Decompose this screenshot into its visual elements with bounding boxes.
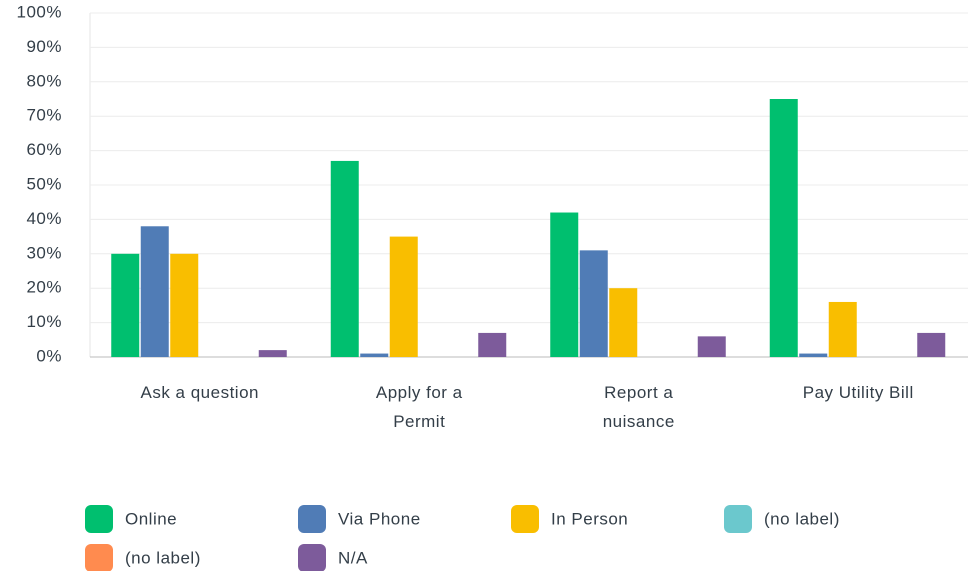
legend-label: (no label) (764, 509, 840, 528)
bar (140, 226, 169, 357)
legend-swatch (298, 505, 326, 533)
bar (389, 236, 418, 357)
y-tick-label: 30% (26, 243, 62, 262)
bar (360, 353, 389, 357)
legend-swatch (724, 505, 752, 533)
bar (330, 160, 359, 357)
bar (799, 353, 828, 357)
bar (550, 212, 579, 357)
x-tick-label: Apply for a Permit (376, 383, 463, 431)
bar (769, 99, 798, 357)
x-tick-label: Pay Utility Bill (803, 383, 914, 402)
bar (579, 250, 608, 357)
y-tick-label: 100% (17, 2, 62, 21)
bar (258, 350, 287, 357)
legend-label: Online (125, 509, 177, 528)
bar (697, 336, 726, 357)
legend-label: (no label) (125, 548, 201, 567)
x-tick-label: Ask a question (140, 383, 259, 402)
bar (828, 301, 857, 357)
bar (609, 288, 638, 357)
legend-swatch (511, 505, 539, 533)
legend-swatch (85, 544, 113, 571)
y-tick-label: 50% (26, 174, 62, 193)
y-tick-label: 20% (26, 278, 62, 297)
y-tick-label: 0% (36, 346, 62, 365)
bar (478, 332, 507, 357)
legend-label: Via Phone (338, 509, 421, 528)
legend-swatch (298, 544, 326, 571)
bar (111, 253, 140, 357)
y-tick-label: 10% (26, 312, 62, 331)
y-tick-label: 80% (26, 71, 62, 90)
legend-swatch (85, 505, 113, 533)
y-tick-label: 70% (26, 106, 62, 125)
y-tick-label: 90% (26, 37, 62, 56)
bar (170, 253, 199, 357)
legend-label: N/A (338, 548, 368, 567)
legend-label: In Person (551, 509, 628, 528)
bar (917, 332, 946, 357)
y-tick-label: 40% (26, 209, 62, 228)
y-tick-label: 60% (26, 140, 62, 159)
x-tick-label: Report a nuisance (603, 383, 675, 431)
